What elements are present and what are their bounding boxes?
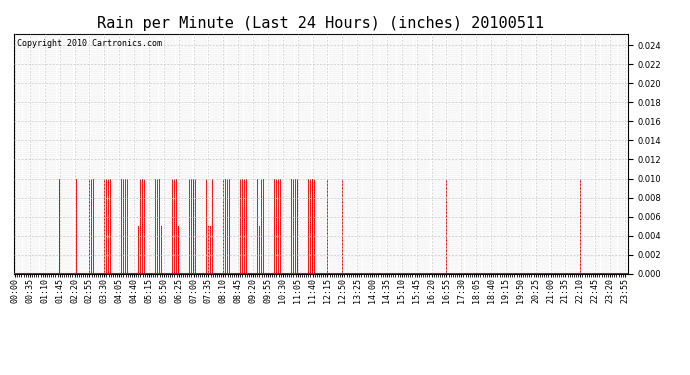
Text: Copyright 2010 Cartronics.com: Copyright 2010 Cartronics.com (17, 39, 162, 48)
Title: Rain per Minute (Last 24 Hours) (inches) 20100511: Rain per Minute (Last 24 Hours) (inches)… (97, 16, 544, 31)
